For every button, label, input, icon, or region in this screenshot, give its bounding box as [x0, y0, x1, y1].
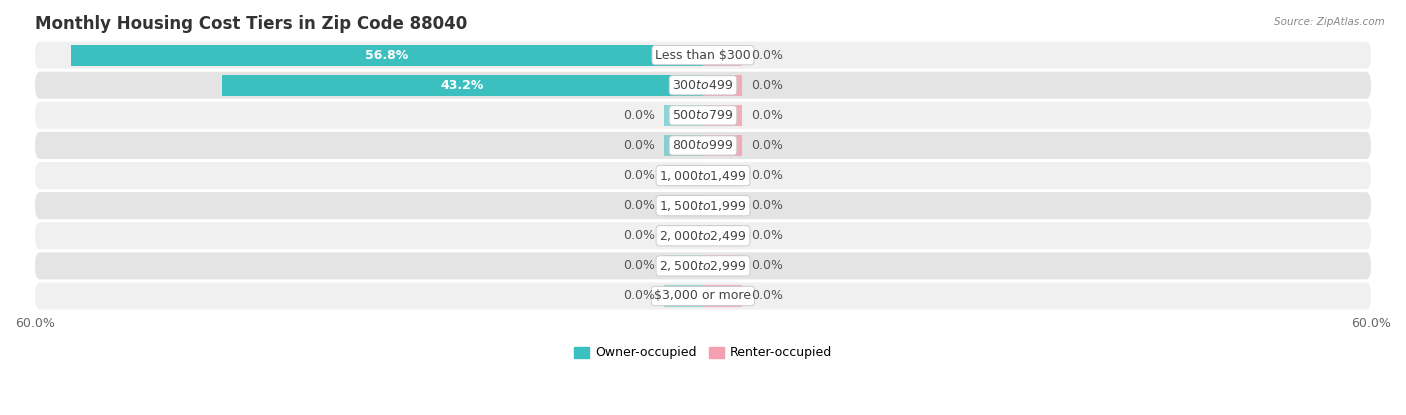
Bar — [664, 135, 703, 156]
Text: 0.0%: 0.0% — [751, 139, 783, 152]
Bar — [703, 75, 742, 96]
Text: 0.0%: 0.0% — [623, 169, 655, 182]
Bar — [70, 45, 703, 66]
FancyBboxPatch shape — [35, 252, 1371, 279]
Text: 0.0%: 0.0% — [623, 109, 655, 122]
Bar — [703, 286, 742, 307]
Bar — [222, 75, 703, 96]
Text: $2,500 to $2,999: $2,500 to $2,999 — [659, 259, 747, 273]
Text: $1,500 to $1,999: $1,500 to $1,999 — [659, 199, 747, 212]
FancyBboxPatch shape — [35, 102, 1371, 129]
Text: 0.0%: 0.0% — [751, 79, 783, 92]
FancyBboxPatch shape — [35, 162, 1371, 189]
FancyBboxPatch shape — [35, 42, 1371, 69]
Text: Source: ZipAtlas.com: Source: ZipAtlas.com — [1274, 17, 1385, 27]
Text: 0.0%: 0.0% — [623, 229, 655, 242]
Text: 0.0%: 0.0% — [751, 259, 783, 272]
Text: 0.0%: 0.0% — [751, 229, 783, 242]
Bar — [703, 225, 742, 247]
Text: $1,000 to $1,499: $1,000 to $1,499 — [659, 168, 747, 183]
Bar — [664, 165, 703, 186]
Legend: Owner-occupied, Renter-occupied: Owner-occupied, Renter-occupied — [568, 342, 838, 364]
Text: $800 to $999: $800 to $999 — [672, 139, 734, 152]
Bar — [703, 195, 742, 216]
Text: 0.0%: 0.0% — [623, 199, 655, 212]
Bar — [703, 105, 742, 126]
Bar — [664, 195, 703, 216]
FancyBboxPatch shape — [35, 132, 1371, 159]
Text: 0.0%: 0.0% — [751, 109, 783, 122]
Text: 43.2%: 43.2% — [441, 79, 484, 92]
Bar — [703, 165, 742, 186]
Bar — [703, 255, 742, 276]
Bar — [664, 255, 703, 276]
Bar — [703, 45, 742, 66]
Bar — [664, 105, 703, 126]
Text: 56.8%: 56.8% — [366, 49, 408, 62]
Text: Less than $300: Less than $300 — [655, 49, 751, 62]
Text: $300 to $499: $300 to $499 — [672, 79, 734, 92]
Text: 0.0%: 0.0% — [623, 139, 655, 152]
Text: 0.0%: 0.0% — [623, 259, 655, 272]
Text: Monthly Housing Cost Tiers in Zip Code 88040: Monthly Housing Cost Tiers in Zip Code 8… — [35, 15, 467, 33]
Bar — [703, 135, 742, 156]
FancyBboxPatch shape — [35, 192, 1371, 219]
Text: 0.0%: 0.0% — [751, 49, 783, 62]
Text: $2,000 to $2,499: $2,000 to $2,499 — [659, 229, 747, 243]
Bar — [664, 225, 703, 247]
Bar — [664, 286, 703, 307]
Text: 0.0%: 0.0% — [623, 290, 655, 303]
FancyBboxPatch shape — [35, 222, 1371, 249]
Text: $3,000 or more: $3,000 or more — [655, 290, 751, 303]
Text: 0.0%: 0.0% — [751, 290, 783, 303]
FancyBboxPatch shape — [35, 72, 1371, 99]
Text: 0.0%: 0.0% — [751, 169, 783, 182]
FancyBboxPatch shape — [35, 283, 1371, 310]
Text: 0.0%: 0.0% — [751, 199, 783, 212]
Text: $500 to $799: $500 to $799 — [672, 109, 734, 122]
